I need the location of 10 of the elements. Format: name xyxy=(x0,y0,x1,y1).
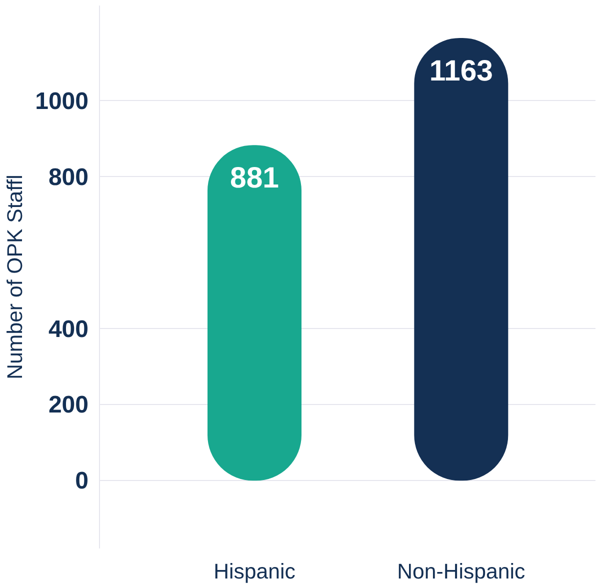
y-axis-title: Number of OPK Staffl xyxy=(3,174,28,380)
y-tick-label: 800 xyxy=(48,164,89,191)
y-tick-label: 1000 xyxy=(35,88,88,115)
data-label: 1163 xyxy=(429,54,493,88)
y-tick-label: 200 xyxy=(48,392,89,419)
data-label: 881 xyxy=(230,162,279,195)
x-tick-label: Hispanic xyxy=(214,560,296,584)
y-tick-label: 0 xyxy=(75,468,89,495)
x-tick-label: Non-Hispanic xyxy=(397,560,526,584)
y-tick-label: 400 xyxy=(48,316,89,343)
